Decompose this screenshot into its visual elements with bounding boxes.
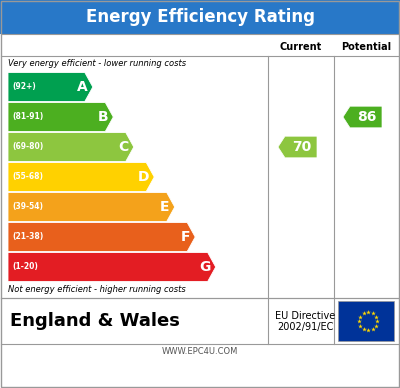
Text: 86: 86 (357, 110, 377, 124)
Text: Not energy efficient - higher running costs: Not energy efficient - higher running co… (8, 286, 186, 294)
Text: B: B (98, 110, 108, 124)
Text: (1-20): (1-20) (12, 263, 38, 272)
Polygon shape (8, 163, 154, 192)
Text: EU Directive: EU Directive (275, 311, 335, 321)
Text: A: A (77, 80, 88, 94)
Polygon shape (8, 102, 113, 132)
Text: C: C (118, 140, 129, 154)
Polygon shape (343, 106, 382, 128)
Text: D: D (138, 170, 149, 184)
Text: (55-68): (55-68) (12, 173, 43, 182)
Text: (69-80): (69-80) (12, 142, 43, 151)
Text: Energy Efficiency Rating: Energy Efficiency Rating (86, 8, 314, 26)
Text: Current: Current (280, 42, 322, 52)
Text: (92+): (92+) (12, 83, 36, 92)
Text: England & Wales: England & Wales (10, 312, 180, 330)
Text: 2002/91/EC: 2002/91/EC (277, 322, 333, 332)
Text: (39-54): (39-54) (12, 203, 43, 211)
Bar (338, 301, 394, 341)
Text: Very energy efficient - lower running costs: Very energy efficient - lower running co… (8, 59, 186, 69)
Polygon shape (8, 253, 216, 282)
Text: WWW.EPC4U.COM: WWW.EPC4U.COM (162, 346, 238, 355)
Text: F: F (181, 230, 190, 244)
Polygon shape (8, 192, 175, 222)
Text: (21-38): (21-38) (12, 232, 43, 241)
Text: 70: 70 (292, 140, 312, 154)
Polygon shape (278, 136, 317, 158)
Text: E: E (160, 200, 170, 214)
Bar (0, 0, 400, 34)
Text: (81-91): (81-91) (12, 113, 43, 121)
Polygon shape (8, 132, 134, 161)
Polygon shape (8, 73, 93, 102)
Polygon shape (8, 222, 195, 251)
Text: G: G (199, 260, 211, 274)
Text: Potential: Potential (341, 42, 391, 52)
